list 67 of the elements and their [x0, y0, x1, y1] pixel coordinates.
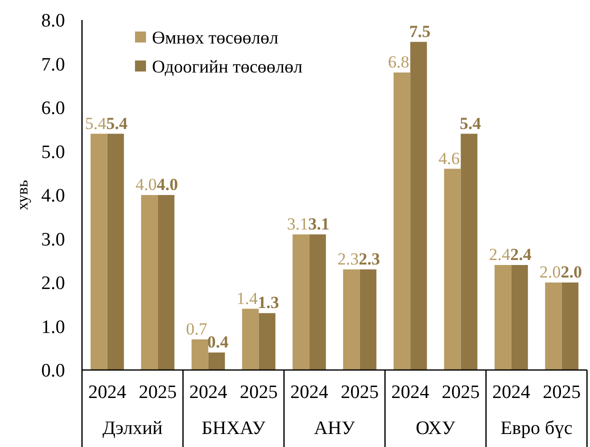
data-label: 3.1: [287, 214, 308, 234]
x-tick-label: 2024: [290, 382, 329, 403]
bar: [545, 282, 562, 370]
data-label: 0.4: [207, 332, 229, 352]
x-tick-label: 2025: [442, 382, 480, 403]
data-label: 4.0: [156, 175, 178, 194]
text: Евро бүс: [500, 418, 572, 439]
x-tick-label: 2024: [391, 382, 430, 403]
data-label: 2.3: [358, 249, 380, 268]
x-tick-label: 2025: [542, 382, 581, 403]
y-tick-label: 3.0: [41, 229, 65, 250]
y-axis-title: хувь: [14, 180, 32, 210]
bar: [292, 234, 310, 370]
y-tick-label: 1.0: [41, 316, 65, 338]
data-label: 5.4: [460, 114, 482, 133]
legend-label: Одоогийн төсөөлөл: [152, 56, 303, 76]
x-tick-label: 2024: [88, 382, 127, 403]
text: АНУ: [314, 418, 356, 439]
text: БНХАУ: [202, 418, 266, 439]
data-label: 2.0: [560, 262, 582, 282]
bar: [158, 195, 174, 370]
data-label: 0.7: [186, 319, 208, 338]
data-label: 2.3: [338, 249, 359, 268]
data-label: 4.6: [438, 148, 460, 168]
text: ОХУ: [416, 418, 456, 439]
bar: [208, 352, 225, 370]
bar: [90, 134, 108, 370]
bar: [444, 168, 461, 370]
y-tick-label: 5.0: [41, 142, 65, 163]
data-label: 1.3: [258, 293, 279, 312]
x-tick-label: 2025: [240, 382, 278, 403]
data-label: 3.1: [308, 214, 330, 234]
x-tick-label: 2025: [138, 382, 177, 403]
x-tick-label: 2024: [189, 382, 228, 403]
bar: [562, 282, 578, 370]
y-tick-label: 4.0: [41, 186, 65, 207]
text: Дэлхий: [102, 418, 163, 439]
bar: [460, 134, 478, 370]
y-tick-label: 2.0: [41, 273, 65, 294]
data-label: 6.8: [388, 52, 410, 72]
bar: [192, 339, 208, 370]
bar: [494, 265, 512, 370]
data-label: 4.0: [136, 175, 157, 194]
bar: [242, 308, 259, 370]
x-tick-label: 2024: [492, 382, 531, 403]
data-label: 2.4: [489, 245, 511, 264]
y-tick-label: 7.0: [41, 54, 65, 76]
bar: [141, 195, 158, 370]
bar: [107, 134, 124, 370]
bar: [394, 72, 410, 370]
y-tick-label: 0.0: [41, 360, 65, 382]
data-label: 5.4: [85, 114, 107, 133]
y-tick-label: 8.0: [41, 10, 65, 32]
data-label: 1.4: [236, 288, 258, 308]
bar: [511, 265, 528, 370]
y-tick-label: 6.0: [41, 98, 65, 120]
bar: [309, 234, 326, 370]
legend-label: Өмнөх төсөөлөл: [152, 27, 278, 48]
data-label: 2.4: [510, 245, 532, 264]
data-label: 5.4: [106, 114, 128, 133]
data-label: 7.5: [409, 22, 430, 41]
bar: [258, 313, 276, 370]
bar: [360, 269, 376, 370]
data-label: 2.0: [540, 262, 561, 282]
bar: [343, 269, 360, 370]
bar: [410, 42, 427, 370]
x-tick-label: 2025: [340, 382, 379, 403]
